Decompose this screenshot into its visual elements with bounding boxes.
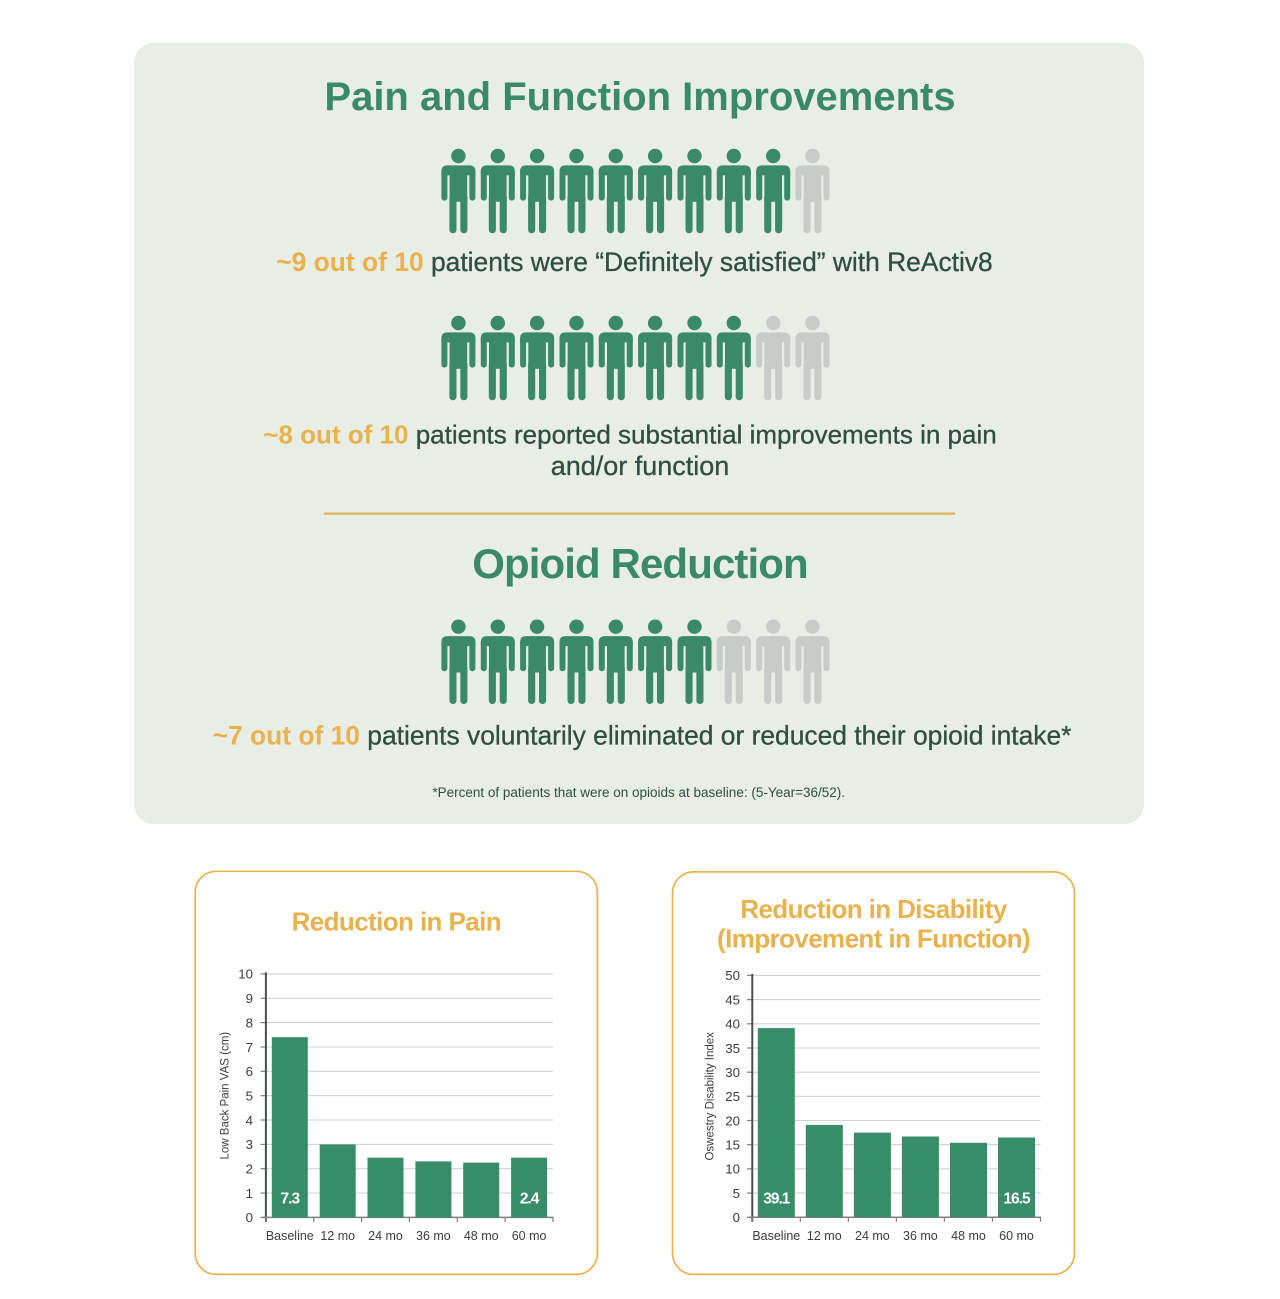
svg-text:40: 40 bbox=[725, 1017, 740, 1032]
svg-text:5: 5 bbox=[246, 1089, 253, 1104]
svg-text:36 mo: 36 mo bbox=[416, 1229, 451, 1243]
svg-text:Baseline: Baseline bbox=[752, 1229, 800, 1243]
svg-text:5: 5 bbox=[733, 1186, 740, 1201]
svg-text:4: 4 bbox=[246, 1113, 253, 1128]
svg-text:9: 9 bbox=[246, 991, 253, 1006]
svg-text:Oswestry Disability Index: Oswestry Disability Index bbox=[705, 1032, 717, 1161]
svg-text:Pain and Function Improvements: Pain and Function Improvements bbox=[324, 75, 955, 119]
svg-text:36 mo: 36 mo bbox=[903, 1229, 938, 1243]
svg-text:1: 1 bbox=[246, 1186, 253, 1201]
svg-text:35: 35 bbox=[725, 1041, 740, 1056]
svg-text:10: 10 bbox=[725, 1162, 740, 1177]
svg-text:24 mo: 24 mo bbox=[368, 1229, 403, 1243]
svg-text:2: 2 bbox=[246, 1162, 253, 1177]
svg-text:Opioid Reduction: Opioid Reduction bbox=[472, 540, 808, 587]
svg-text:Reduction in Disability: Reduction in Disability bbox=[740, 894, 1008, 924]
svg-text:50: 50 bbox=[725, 968, 740, 983]
svg-text:24 mo: 24 mo bbox=[855, 1229, 890, 1243]
svg-text:2.4: 2.4 bbox=[520, 1190, 540, 1207]
svg-text:25: 25 bbox=[725, 1089, 740, 1104]
svg-text:and/or function: and/or function bbox=[551, 451, 730, 481]
svg-text:Reduction in Pain: Reduction in Pain bbox=[292, 907, 501, 937]
svg-text:30: 30 bbox=[725, 1065, 740, 1080]
svg-text:3: 3 bbox=[246, 1137, 253, 1152]
svg-text:Low Back Pain VAS (cm): Low Back Pain VAS (cm) bbox=[220, 1032, 232, 1160]
svg-text:12 mo: 12 mo bbox=[807, 1229, 842, 1243]
svg-text:48 mo: 48 mo bbox=[951, 1229, 986, 1243]
svg-text:~8 out of 10 patients reported: ~8 out of 10 patients reported substanti… bbox=[263, 420, 996, 450]
svg-text:45: 45 bbox=[725, 992, 740, 1007]
svg-text:7: 7 bbox=[246, 1040, 253, 1055]
svg-text:~9 out of 10 patients were “De: ~9 out of 10 patients were “Definitely s… bbox=[276, 247, 992, 277]
svg-text:15: 15 bbox=[725, 1138, 740, 1153]
svg-text:48 mo: 48 mo bbox=[464, 1229, 499, 1243]
svg-text:20: 20 bbox=[725, 1113, 740, 1128]
svg-text:12 mo: 12 mo bbox=[320, 1229, 355, 1243]
svg-text:Baseline: Baseline bbox=[266, 1229, 314, 1243]
svg-text:60 mo: 60 mo bbox=[512, 1229, 547, 1243]
svg-text:8: 8 bbox=[246, 1015, 253, 1030]
svg-text:60 mo: 60 mo bbox=[999, 1229, 1034, 1243]
svg-text:0: 0 bbox=[246, 1210, 253, 1225]
svg-text:10: 10 bbox=[238, 967, 253, 982]
svg-text:*Percent of patients that were: *Percent of patients that were on opioid… bbox=[432, 785, 845, 800]
svg-text:~7 out of 10 patients voluntar: ~7 out of 10 patients voluntarily elimin… bbox=[213, 721, 1072, 751]
svg-text:0: 0 bbox=[733, 1210, 740, 1225]
svg-text:39.1: 39.1 bbox=[763, 1190, 791, 1207]
svg-text:16.5: 16.5 bbox=[1003, 1190, 1031, 1207]
svg-text:(Improvement in Function): (Improvement in Function) bbox=[717, 924, 1030, 954]
svg-text:7.3: 7.3 bbox=[281, 1190, 301, 1207]
svg-text:6: 6 bbox=[246, 1064, 253, 1079]
